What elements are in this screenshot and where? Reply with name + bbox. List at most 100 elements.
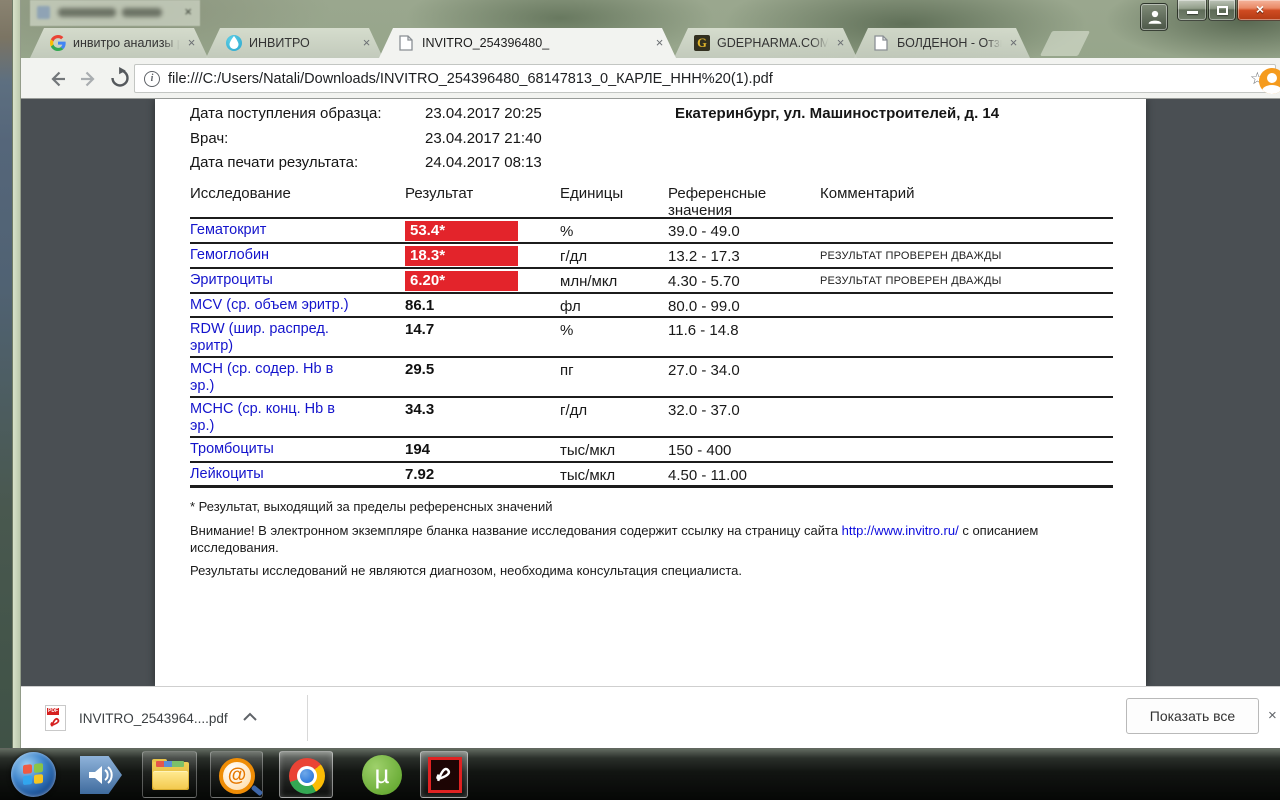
footnote-disclaimer: Результаты исследований не являются диаг… bbox=[190, 563, 742, 578]
table-row: RDW (шир. распред. эритр) 14.7 % 11.6 - … bbox=[190, 318, 1113, 358]
page-info-icon[interactable]: i bbox=[144, 70, 160, 87]
footnote-warning: Внимание! В электронном экземпляре бланк… bbox=[190, 522, 1080, 556]
document-icon bbox=[874, 35, 890, 51]
start-button[interactable] bbox=[11, 752, 56, 797]
windows-flag-icon bbox=[23, 763, 44, 786]
tab-close-icon[interactable]: × bbox=[836, 34, 845, 50]
column-header: Референсные значения bbox=[668, 185, 767, 219]
maximize-button[interactable] bbox=[1208, 0, 1236, 21]
tab-close-icon[interactable]: × bbox=[655, 34, 664, 50]
column-header: Исследование bbox=[190, 185, 291, 202]
test-name-link[interactable]: Тромбоциты bbox=[190, 441, 274, 457]
invitro-link[interactable]: http://www.invitro.ru/ bbox=[841, 523, 959, 538]
meta-value: 23.04.2017 21:40 bbox=[425, 130, 542, 147]
reload-button[interactable] bbox=[109, 67, 133, 91]
new-tab-button[interactable] bbox=[1039, 31, 1091, 56]
background-window-tab[interactable]: × bbox=[30, 0, 200, 26]
test-name-link[interactable]: MCH (ср. содер. Hb в эр.) bbox=[190, 361, 334, 394]
back-button[interactable] bbox=[45, 67, 69, 91]
test-name-link[interactable]: MCHC (ср. конц. Hb в эр.) bbox=[190, 401, 335, 434]
comment bbox=[820, 219, 1113, 242]
tab-pdf-active[interactable]: INVITRO_254396480_ × bbox=[379, 28, 676, 58]
chevron-up-icon[interactable] bbox=[242, 709, 258, 727]
table-row: MCH (ср. содер. Hb в эр.) 29.5 пг 27.0 -… bbox=[190, 358, 1113, 398]
pdf-file-icon: PDF bbox=[45, 705, 66, 731]
profile-button[interactable] bbox=[1140, 3, 1168, 31]
comment bbox=[820, 318, 1113, 356]
taskbar-chrome-button[interactable] bbox=[279, 751, 333, 798]
gdepharma-g-icon: G bbox=[694, 35, 710, 51]
taskbar-search-button[interactable]: @ bbox=[210, 751, 264, 798]
tab-invitro-search[interactable]: инвитро анализы ре × bbox=[30, 28, 208, 58]
result-value: 29.5 bbox=[405, 361, 435, 378]
background-window-title-blur bbox=[122, 8, 162, 17]
background-window-close-icon[interactable]: × bbox=[184, 4, 192, 19]
column-header: Комментарий bbox=[820, 185, 915, 202]
close-icon: × bbox=[1255, 1, 1265, 17]
tab-label: INVITRO_254396480_ bbox=[422, 36, 550, 50]
test-name-link[interactable]: Эритроциты bbox=[190, 272, 273, 288]
tab-gdepharma[interactable]: G GDEPHARMA.COM » × bbox=[674, 28, 857, 58]
desktop-background bbox=[0, 0, 12, 748]
column-header: Результат bbox=[405, 185, 474, 202]
comment bbox=[820, 438, 1113, 461]
background-window-icon bbox=[37, 6, 50, 19]
result-value-flagged: 18.3* bbox=[405, 246, 518, 266]
pdf-page: Дата поступления образца: 23.04.2017 20:… bbox=[155, 99, 1146, 686]
comment: РЕЗУЛЬТАТ ПРОВЕРЕН ДВАЖДЫ bbox=[820, 250, 1002, 262]
address-bar[interactable]: i file:///C:/Users/Natali/Downloads/INVI… bbox=[134, 64, 1276, 93]
invitro-drop-icon bbox=[226, 35, 242, 51]
taskbar-explorer-button[interactable] bbox=[142, 751, 197, 798]
test-name-link[interactable]: Гемоглобин bbox=[190, 247, 270, 263]
tab-invitro-site[interactable]: ИНВИТРО × bbox=[206, 28, 383, 58]
taskbar-volume-icon[interactable] bbox=[80, 756, 122, 794]
result-value: 194 bbox=[405, 441, 431, 458]
reference-range: 32.0 - 37.0 bbox=[668, 402, 740, 419]
background-window-title-blur bbox=[58, 8, 116, 17]
close-button[interactable]: × bbox=[1237, 0, 1280, 21]
download-shelf: PDF INVITRO_2543964....pdf Показать все … bbox=[21, 686, 1280, 748]
reference-range: 4.30 - 5.70 bbox=[668, 273, 740, 290]
clinic-address: Екатеринбург, ул. Машиностроителей, д. 1… bbox=[675, 105, 1000, 122]
browser-avatar-icon[interactable] bbox=[1259, 68, 1280, 94]
tab-close-icon[interactable]: × bbox=[1009, 34, 1018, 50]
taskbar-adobe-reader-button[interactable] bbox=[420, 751, 468, 798]
test-name-link[interactable]: MCV (ср. объем эритр.) bbox=[190, 297, 349, 313]
pdf-viewer[interactable]: Дата поступления образца: 23.04.2017 20:… bbox=[21, 99, 1280, 686]
tab-close-icon[interactable]: × bbox=[362, 34, 371, 50]
tab-label: инвитро анализы ре bbox=[73, 36, 183, 50]
footnote-warning-text: с описанием исследования. bbox=[190, 523, 1039, 555]
footnote-asterisk: * Результат, выходящий за пределы рефере… bbox=[190, 499, 553, 514]
tab-label: ИНВИТРО bbox=[249, 36, 310, 50]
meta-value: 24.04.2017 08:13 bbox=[425, 154, 542, 171]
units: млн/мкл bbox=[560, 273, 618, 290]
test-name-link[interactable]: Гематокрит bbox=[190, 222, 267, 238]
show-all-downloads-button[interactable]: Показать все bbox=[1126, 698, 1259, 734]
minimize-icon bbox=[1187, 11, 1198, 14]
reference-range: 39.0 - 49.0 bbox=[668, 223, 740, 240]
test-name-link[interactable]: RDW (шир. распред. эритр) bbox=[190, 321, 329, 354]
reference-range: 27.0 - 34.0 bbox=[668, 362, 740, 379]
browser-toolbar: i file:///C:/Users/Natali/Downloads/INVI… bbox=[21, 58, 1280, 99]
download-filename[interactable]: INVITRO_2543964....pdf bbox=[79, 710, 228, 726]
result-value: 7.92 bbox=[405, 466, 435, 483]
forward-button[interactable] bbox=[77, 67, 101, 91]
result-value-flagged: 6.20* bbox=[405, 271, 518, 291]
table-row: Лейкоциты 7.92 тыс/мкл 4.50 - 11.00 bbox=[190, 463, 1113, 488]
tab-boldenon[interactable]: БОЛДЕНОН - Отзыв × bbox=[854, 28, 1030, 58]
at-magnifier-icon: @ bbox=[219, 758, 255, 794]
address-input[interactable]: file:///C:/Users/Natali/Downloads/INVITR… bbox=[168, 70, 773, 87]
minimize-button[interactable] bbox=[1177, 0, 1207, 21]
shelf-close-icon[interactable]: × bbox=[1268, 707, 1277, 724]
taskbar-utorrent-button[interactable]: µ bbox=[362, 755, 402, 795]
units: фл bbox=[560, 298, 581, 315]
test-name-link[interactable]: Лейкоциты bbox=[190, 466, 264, 482]
tab-close-icon[interactable]: × bbox=[187, 34, 196, 50]
reference-range: 13.2 - 17.3 bbox=[668, 248, 740, 265]
tab-label: БОЛДЕНОН - Отзыв bbox=[897, 36, 1005, 50]
downloaded-file-item[interactable]: PDF INVITRO_2543964....pdf bbox=[43, 695, 305, 741]
result-value: 86.1 bbox=[405, 297, 435, 314]
tab-label: GDEPHARMA.COM » bbox=[717, 36, 832, 50]
units: % bbox=[560, 322, 574, 339]
